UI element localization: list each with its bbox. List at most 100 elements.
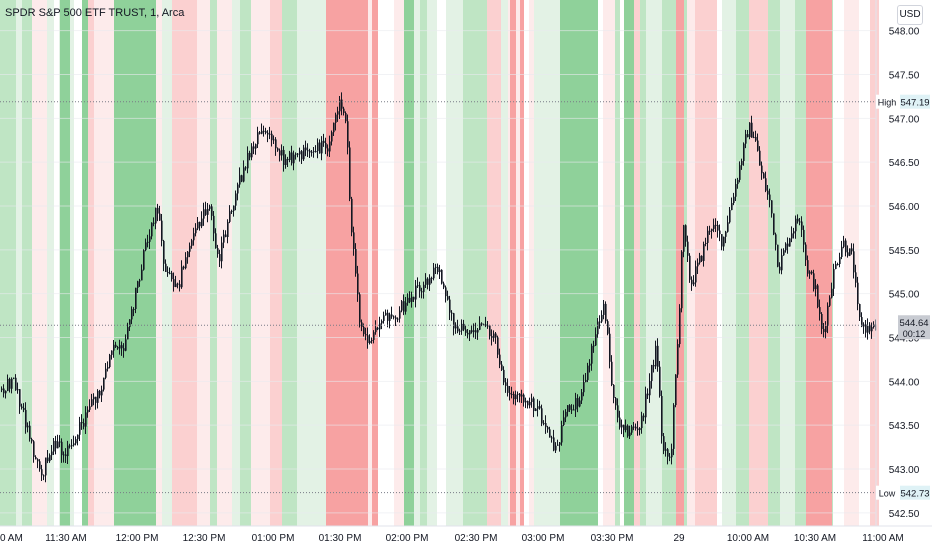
candle-body [441,269,443,284]
candle-body [243,167,245,182]
candle-body [867,325,869,333]
candle-body [723,236,725,247]
candle-body [569,405,571,410]
candle-body [337,111,339,115]
time-tick-label: 10:30 AM [794,533,836,544]
candle-body [855,272,857,283]
price-tick-label: 543.50 [889,421,920,432]
candle-body [295,153,297,155]
candle-body [303,147,305,160]
candle-body [5,390,7,394]
signal-band [736,0,749,526]
candle-body [113,344,115,351]
candle-body [853,251,855,273]
price-tick-label: 547.00 [889,114,920,125]
candle-body [193,233,195,241]
candle-body [519,393,521,397]
time-tick-label: 01:00 PM [252,533,295,544]
candle-body [789,238,791,247]
candle-body [437,266,439,273]
candle-body [203,209,205,219]
candle-body [477,329,479,333]
candle-body [221,242,223,262]
currency-button[interactable]: USD [897,5,923,25]
candle-body [847,252,849,256]
candle-body [471,330,473,333]
candle-body [545,423,547,428]
candle-body [357,273,359,295]
candle-body [611,361,613,385]
candle-body [61,441,63,456]
candle-body [239,175,241,185]
candle-body [605,303,607,322]
signal-band [615,0,620,526]
candle-body [447,296,449,300]
candle-body [869,325,871,332]
candle-body [399,310,401,319]
candle-body [91,399,93,407]
signal-band-strong-red [676,0,684,526]
candle-body [195,228,197,234]
candle-body [677,344,679,375]
candle-body [189,245,191,252]
candle-body [99,390,101,396]
candle-body [575,398,577,410]
candle-body [257,132,259,145]
candle-body [429,277,431,285]
candle-body [837,264,839,266]
candle-body [121,345,123,349]
candle-body [533,398,535,411]
candle-body [763,173,765,179]
signal-band [705,0,717,526]
candle-body [589,363,591,366]
candle-body [369,340,371,343]
candle-body [149,236,151,242]
candle-body [705,242,707,245]
candle-body [227,221,229,238]
candle-body [401,301,403,311]
candle-body [693,282,695,285]
candle-body [25,409,27,428]
candle-body [653,364,655,367]
candle-body [503,369,505,383]
candle-body [205,209,207,215]
candle-body [445,287,447,297]
candle-body [129,319,131,328]
candle-body [323,140,325,144]
candle-body [385,312,387,316]
signal-band-strong-red [520,0,524,526]
candle-body [629,432,631,437]
candle-body [567,405,569,412]
candle-body [697,262,699,267]
price-tick-label: 545.00 [889,290,920,301]
candle-body [811,271,813,274]
candle-body [601,314,603,322]
candle-body [791,233,793,239]
candle-body [821,313,823,329]
signal-band [420,0,427,526]
price-tick-label: 546.50 [889,158,920,169]
candle-body [619,417,621,428]
candle-body [817,285,819,308]
time-tick-label: 11:30 AM [45,533,87,544]
candle-body [823,328,825,333]
signal-band [282,0,297,526]
signal-band [640,0,646,526]
candle-body [275,139,277,149]
signal-band [427,0,437,526]
time-axis[interactable]: 0 AM 11:30 AM 12:00 PM 12:30 PM 01:00 PM 01:3… [0,533,904,544]
candle-body [579,400,581,407]
signal-band [240,0,251,526]
signal-band [54,0,59,526]
candle-body [259,132,261,134]
candle-body [63,454,65,456]
candle-body [413,296,415,300]
candle-body [721,234,723,247]
signal-band [501,0,508,526]
signal-band-strong-green [60,0,70,526]
signal-band [266,0,270,526]
candle-body [535,408,537,411]
candle-body [557,444,559,446]
